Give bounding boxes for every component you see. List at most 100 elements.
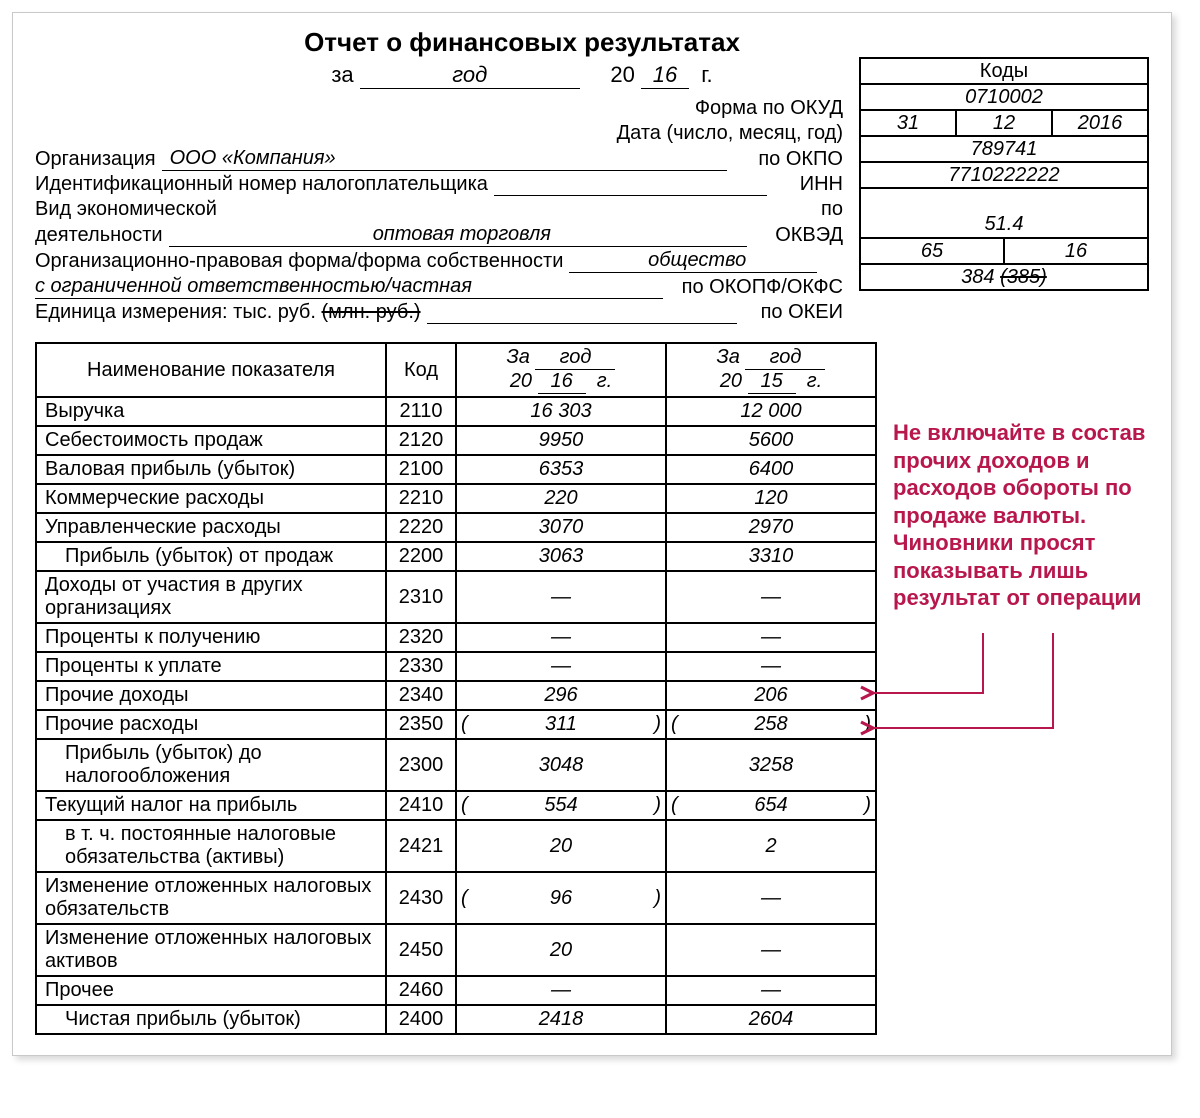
label-org: Организация [35, 148, 156, 171]
cell-code: 2350 [386, 710, 456, 739]
label-legal2: с ограниченной ответственностью/частная [35, 275, 663, 299]
table-row: Прибыль (убыток) от продаж220030633310 [36, 542, 876, 571]
cell-name: Управленческие расходы [36, 513, 386, 542]
table-row: Коммерческие расходы2210220120 [36, 484, 876, 513]
cell-code: 2400 [386, 1005, 456, 1034]
label-date: Дата (число, месяц, год) [543, 122, 849, 145]
cell-name: Проценты к уплате [36, 652, 386, 681]
cell-value: 2418 [456, 1005, 666, 1034]
cell-value: (311) [456, 710, 666, 739]
cell-value: — [456, 652, 666, 681]
table-row: Прибыль (убыток) до налогообложения23003… [36, 739, 876, 791]
code-okved: 51.4 [860, 212, 1148, 238]
cell-code: 2430 [386, 872, 456, 924]
cell-name: Проценты к получению [36, 623, 386, 652]
cell-value: 220 [456, 484, 666, 513]
cell-value: (654) [666, 791, 876, 820]
th-name: Наименование показателя [36, 343, 386, 397]
cell-value: 3063 [456, 542, 666, 571]
label-unit: Единица измерения: тыс. руб. (млн. руб.) [35, 301, 421, 324]
table-row: Изменение отложенных налоговых обязатель… [36, 872, 876, 924]
cell-value: (96) [456, 872, 666, 924]
cell-code: 2460 [386, 976, 456, 1005]
report-sheet: Отчет о финансовых результатах за год 20… [12, 12, 1172, 1056]
table-row: Изменение отложенных налоговых активов24… [36, 924, 876, 976]
table-row: Прочие доходы2340296206 [36, 681, 876, 710]
table-row: Валовая прибыль (убыток)210063536400 [36, 455, 876, 484]
table-row: Выручка211016 30312 000 [36, 397, 876, 426]
table-row: Управленческие расходы222030702970 [36, 513, 876, 542]
label-activity1: Вид экономической [35, 198, 217, 221]
cell-value: 12 000 [666, 397, 876, 426]
period-year: 16 [641, 62, 689, 89]
cell-name: Текущий налог на прибыль [36, 791, 386, 820]
cell-value: — [666, 872, 876, 924]
cell-name: в т. ч. постоянные налоговые обязательст… [36, 820, 386, 872]
cell-code: 2220 [386, 513, 456, 542]
cell-value: 6400 [666, 455, 876, 484]
field-activity: оптовая торговля [169, 223, 747, 247]
side-note: Не включайте в состав прочих доходов и р… [893, 419, 1163, 612]
cell-value: — [666, 571, 876, 623]
cell-code: 2330 [386, 652, 456, 681]
cell-value: 2 [666, 820, 876, 872]
cell-name: Изменение отложенных налоговых активов [36, 924, 386, 976]
cell-name: Изменение отложенных налоговых обязатель… [36, 872, 386, 924]
cell-name: Прочие расходы [36, 710, 386, 739]
cell-value: (258) [666, 710, 876, 739]
cell-name: Выручка [36, 397, 386, 426]
table-row: Проценты к уплате2330—— [36, 652, 876, 681]
cell-value: — [666, 623, 876, 652]
cell-code: 2410 [386, 791, 456, 820]
cell-name: Чистая прибыль (убыток) [36, 1005, 386, 1034]
cell-value: 206 [666, 681, 876, 710]
label-inn: ИНН [773, 173, 849, 196]
label-okei: по ОКЕИ [743, 301, 849, 324]
codes-box: Коды 0710002 31 12 2016 789741 771022222… [859, 57, 1149, 291]
cell-name: Коммерческие расходы [36, 484, 386, 513]
cell-value: 20 [456, 820, 666, 872]
report-title: Отчет о финансовых результатах [35, 27, 1149, 58]
table-row: Чистая прибыль (убыток)240024182604 [36, 1005, 876, 1034]
cell-code: 2300 [386, 739, 456, 791]
label-okpo: по ОКПО [733, 148, 849, 171]
code-date-d: 31 [860, 110, 956, 136]
table-row: Прочие расходы2350(311)(258) [36, 710, 876, 739]
cell-value: (554) [456, 791, 666, 820]
cell-code: 2320 [386, 623, 456, 652]
code-inn: 7710222222 [860, 162, 1148, 188]
label-po: по [793, 198, 849, 221]
cell-code: 2110 [386, 397, 456, 426]
cell-value: — [666, 924, 876, 976]
cell-value: 120 [666, 484, 876, 513]
cell-name: Прочее [36, 976, 386, 1005]
cell-value: — [666, 976, 876, 1005]
cell-name: Себестоимость продаж [36, 426, 386, 455]
code-okopf-r: 16 [1004, 238, 1148, 264]
table-row: Доходы от участия в других организациях2… [36, 571, 876, 623]
label-okopf: по ОКОПФ/ОКФС [663, 276, 849, 299]
cell-value: 296 [456, 681, 666, 710]
cell-value: 3310 [666, 542, 876, 571]
cell-value: — [666, 652, 876, 681]
cell-value: 3070 [456, 513, 666, 542]
cell-value: — [456, 571, 666, 623]
table-row: Себестоимость продаж212099505600 [36, 426, 876, 455]
table-row: Проценты к получению2320—— [36, 623, 876, 652]
cell-code: 2120 [386, 426, 456, 455]
th-col1: За год 20 16 г. [456, 343, 666, 397]
cell-name: Прибыль (убыток) от продаж [36, 542, 386, 571]
cell-value: 6353 [456, 455, 666, 484]
table-row: в т. ч. постоянные налоговые обязательст… [36, 820, 876, 872]
label-inn-long: Идентификационный номер налогоплательщик… [35, 173, 488, 196]
cell-value: 5600 [666, 426, 876, 455]
cell-value: 2970 [666, 513, 876, 542]
field-legal-form: общество [569, 249, 817, 273]
cell-code: 2210 [386, 484, 456, 513]
label-legal1: Организационно-правовая форма/форма собс… [35, 250, 563, 273]
th-code: Код [386, 343, 456, 397]
label-okud: Форма по ОКУД [643, 97, 849, 120]
cell-code: 2310 [386, 571, 456, 623]
cell-value: — [456, 623, 666, 652]
cell-value: — [456, 976, 666, 1005]
